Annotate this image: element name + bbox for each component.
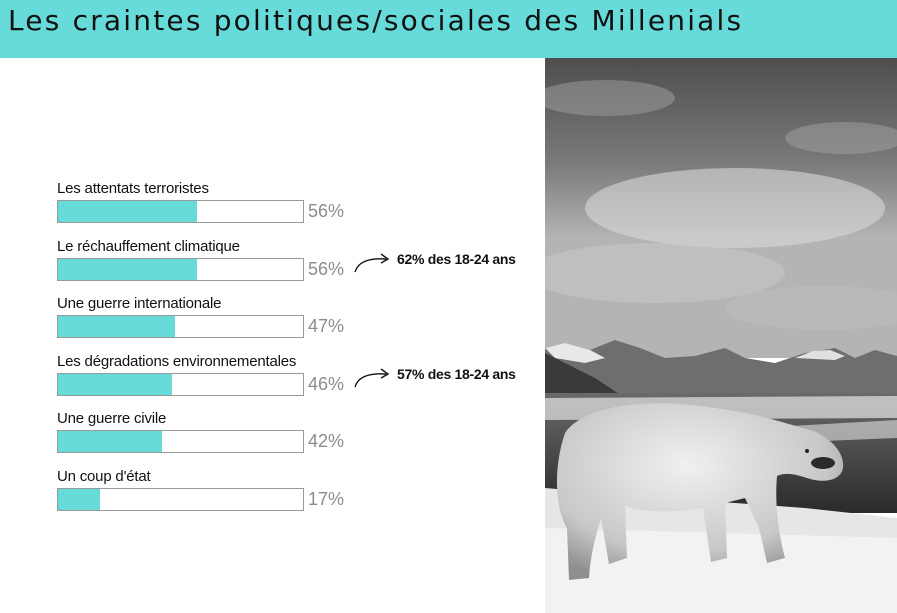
bar-row: Les dégradations environnementales 46% [57, 353, 537, 403]
bar [58, 373, 173, 395]
annotation-text: 57% des 18-24 ans [397, 366, 516, 383]
polar-bear-photo [545, 58, 897, 613]
bar-track [57, 488, 304, 511]
bar-track [57, 315, 304, 339]
bar [58, 316, 175, 338]
bar-label: Une guerre internationale [57, 295, 222, 313]
bar-value-label: 56% [308, 258, 345, 279]
bar-label: Un coup d'état [57, 468, 151, 485]
bar [58, 201, 197, 222]
bar-row: Une guerre civile 42% [57, 410, 537, 460]
bar-track [57, 257, 304, 281]
bar-track [57, 430, 304, 454]
annotation: 62% des 18-24 ans [352, 250, 542, 276]
annotation-text: 62% des 18-24 ans [397, 251, 516, 267]
bar-track [57, 200, 304, 223]
bar-value-label: 47% [308, 316, 345, 337]
header-bar: Les craintes politiques/sociales des Mil… [0, 0, 897, 58]
curved-arrow-icon [354, 368, 390, 388]
polar-bear-image [545, 58, 897, 613]
bar-row: Les attentats terroristes 56% [57, 180, 537, 230]
bar [58, 258, 197, 280]
bar-row: Une guerre internationale 47% [57, 295, 537, 345]
bar [58, 489, 101, 510]
bar-value-label: 56% [308, 201, 345, 221]
curved-arrow-icon [354, 253, 390, 273]
bar [58, 431, 163, 453]
bar-label: Le réchauffement climatique [57, 237, 240, 255]
bar-track [57, 372, 304, 396]
bar-label: Les dégradations environnementales [57, 352, 297, 370]
page-title: Les craintes politiques/sociales des Mil… [8, 4, 744, 37]
bar-label: Les attentats terroristes [57, 180, 209, 197]
bar-value-label: 17% [308, 489, 345, 509]
bar-value-label: 46% [308, 373, 345, 394]
bar-row: Le réchauffement climatique 56% [57, 238, 537, 288]
annotation: 57% des 18-24 ans [352, 365, 542, 391]
bar-label: Une guerre civile [57, 410, 167, 428]
bar-row: Un coup d'état 17% [57, 468, 537, 518]
bar-value-label: 42% [308, 431, 345, 452]
